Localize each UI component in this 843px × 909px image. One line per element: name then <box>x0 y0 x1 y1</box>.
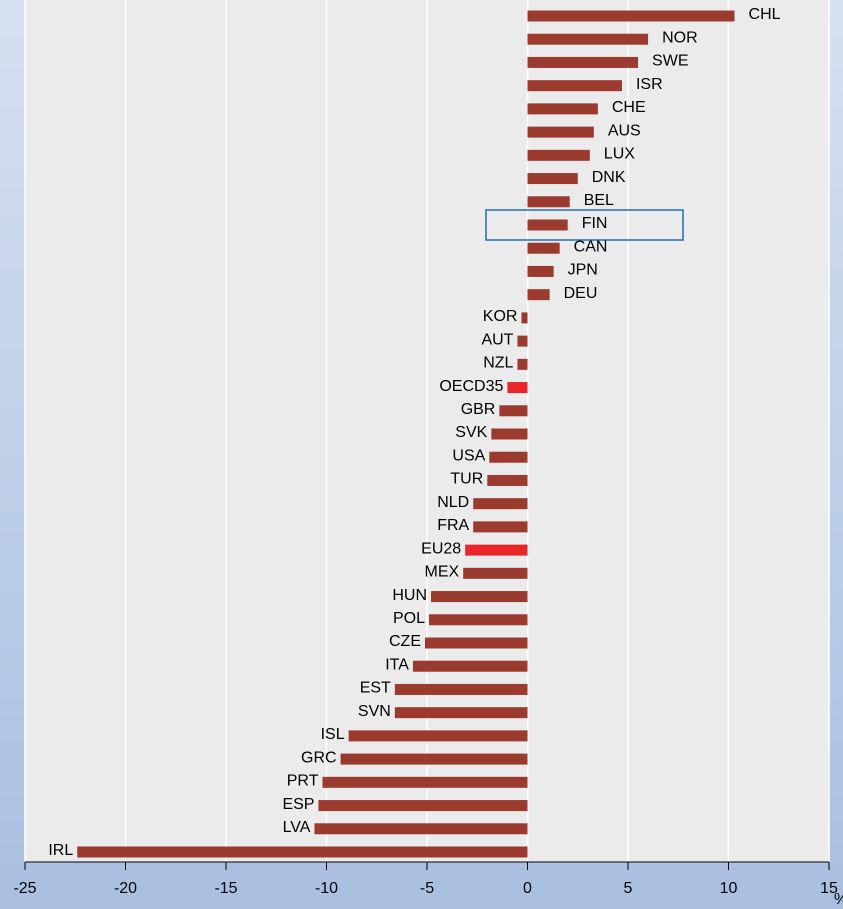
bar <box>527 196 570 208</box>
category-label: NOR <box>662 29 698 46</box>
x-tick-label: -10 <box>315 880 338 897</box>
category-label: DNK <box>592 169 626 186</box>
category-label: HUN <box>392 587 427 604</box>
bar <box>394 683 528 695</box>
bar <box>527 149 590 161</box>
category-label: JPN <box>568 262 598 279</box>
bar <box>521 312 528 324</box>
bar <box>487 474 528 486</box>
category-label: DEU <box>564 285 598 302</box>
bar <box>465 544 528 556</box>
category-label: POL <box>393 610 425 627</box>
category-label: ISR <box>636 76 663 93</box>
category-label: EU28 <box>421 540 461 557</box>
bar <box>527 289 550 301</box>
bar <box>489 451 528 463</box>
x-tick-label: 0 <box>523 880 532 897</box>
bar <box>517 335 528 347</box>
bar <box>431 591 528 603</box>
bar <box>314 823 528 835</box>
bar <box>412 660 528 672</box>
bar <box>527 219 568 231</box>
category-label: OECD35 <box>439 378 503 395</box>
category-label: SVK <box>455 424 487 441</box>
highlight-box <box>485 209 684 241</box>
x-axis-label: % <box>834 891 843 908</box>
category-label: FIN <box>582 215 608 232</box>
bar <box>77 846 528 858</box>
x-tick-label: 5 <box>624 880 633 897</box>
x-tick-label: -15 <box>214 880 237 897</box>
category-label: NLD <box>437 494 469 511</box>
bar <box>499 405 528 417</box>
bar <box>527 56 639 68</box>
bar <box>473 498 528 510</box>
bar <box>527 80 622 92</box>
category-label: SVN <box>358 703 391 720</box>
bar <box>527 103 598 115</box>
category-label: AUT <box>481 331 513 348</box>
bar <box>507 382 528 394</box>
category-label: GBR <box>461 401 496 418</box>
category-label: TUR <box>450 471 483 488</box>
bar <box>527 10 735 22</box>
bar <box>527 126 594 138</box>
category-label: CHE <box>612 99 646 116</box>
x-tick-label: -25 <box>13 880 36 897</box>
bar <box>491 428 528 440</box>
category-label: IRL <box>48 842 73 859</box>
category-label: BEL <box>584 192 614 209</box>
category-label: AUS <box>608 122 641 139</box>
category-label: GRC <box>301 749 337 766</box>
x-tick-label: 10 <box>720 880 738 897</box>
category-label: FRA <box>437 517 469 534</box>
category-label: CHL <box>749 6 781 23</box>
bar <box>424 637 528 649</box>
category-label: EST <box>360 680 391 697</box>
category-label: KOR <box>483 308 518 325</box>
category-label: CAN <box>574 238 608 255</box>
category-label: ISL <box>321 726 345 743</box>
bar <box>394 707 528 719</box>
category-label: LVA <box>283 819 311 836</box>
x-tick-label: -20 <box>114 880 137 897</box>
category-label: ESP <box>282 796 314 813</box>
bar <box>517 358 528 370</box>
category-label: LUX <box>604 146 635 163</box>
category-label: SWE <box>652 53 688 70</box>
bar <box>527 265 554 277</box>
category-label: NZL <box>483 355 513 372</box>
category-label: USA <box>452 447 485 464</box>
bar <box>318 800 528 812</box>
bar <box>473 521 528 533</box>
bar <box>322 776 528 788</box>
bar <box>527 173 578 185</box>
bar <box>348 730 528 742</box>
bar <box>527 33 649 45</box>
bar <box>429 614 528 626</box>
category-label: PRT <box>287 773 319 790</box>
x-tick-label: 15 <box>820 880 838 897</box>
category-label: CZE <box>389 633 421 650</box>
x-tick-label: -5 <box>420 880 434 897</box>
category-label: MEX <box>425 564 460 581</box>
bar <box>527 242 560 254</box>
bar <box>340 753 528 765</box>
bar <box>463 567 528 579</box>
category-label: ITA <box>385 656 409 673</box>
